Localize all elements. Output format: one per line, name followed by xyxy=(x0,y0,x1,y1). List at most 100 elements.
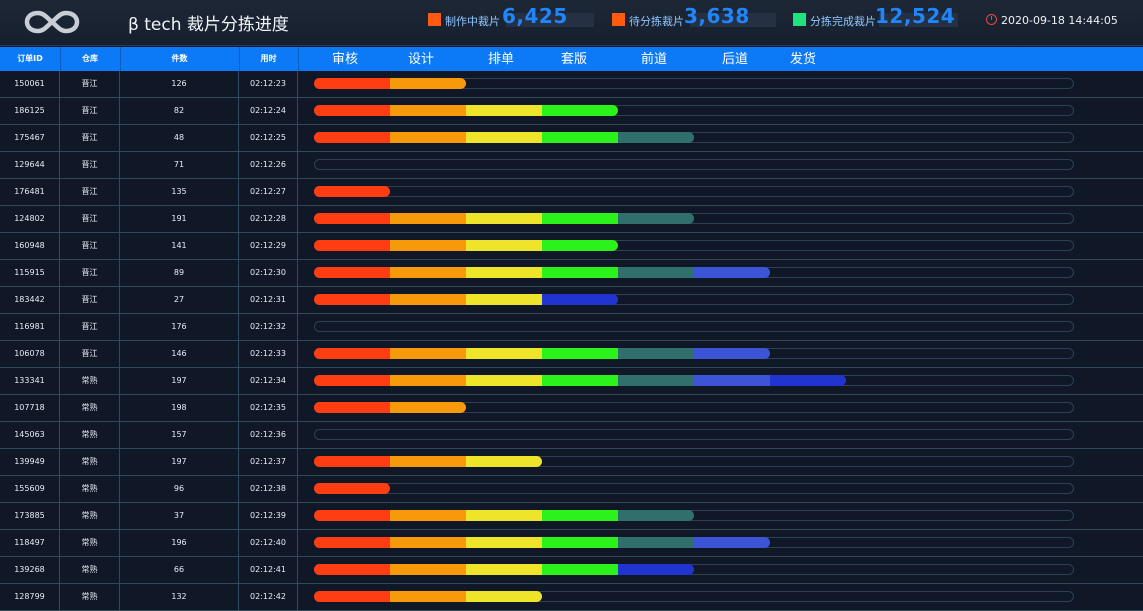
table-row[interactable]: 106078 晋江 146 02:12:33 xyxy=(0,341,1143,368)
table-row[interactable]: 129644 晋江 71 02:12:26 xyxy=(0,152,1143,179)
col-header-count[interactable]: 件数 xyxy=(120,47,240,71)
cell-warehouse: 晋江 xyxy=(60,98,120,124)
cell-time: 02:12:25 xyxy=(239,125,298,151)
cell-time: 02:12:33 xyxy=(239,341,298,367)
cell-time: 02:12:24 xyxy=(239,98,298,124)
progress-segment xyxy=(466,456,542,467)
table-row[interactable]: 107718 常熟 198 02:12:35 xyxy=(0,395,1143,422)
cell-warehouse: 常熟 xyxy=(60,395,120,421)
page-title: β tech 裁片分拣进度 xyxy=(128,15,289,35)
progress-segment xyxy=(390,537,466,548)
progress-segment xyxy=(542,213,618,224)
progress-segment xyxy=(542,510,618,521)
stat-track xyxy=(690,13,776,27)
cell-count: 89 xyxy=(120,260,239,286)
progress-bar-cell xyxy=(298,584,1143,610)
progress-bar-cell xyxy=(298,71,1143,97)
table-row[interactable]: 118497 常熟 196 02:12:40 xyxy=(0,530,1143,557)
progress-track xyxy=(314,483,1074,494)
cell-time: 02:12:29 xyxy=(239,233,298,259)
progress-segment xyxy=(618,564,694,575)
progress-segment xyxy=(694,267,770,278)
cell-time: 02:12:27 xyxy=(239,179,298,205)
cell-count: 71 xyxy=(120,152,239,178)
table-row[interactable]: 186125 晋江 82 02:12:24 xyxy=(0,98,1143,125)
progress-fill xyxy=(314,591,542,602)
cell-time: 02:12:30 xyxy=(239,260,298,286)
progress-segment xyxy=(542,105,618,116)
table-row[interactable]: 176481 晋江 135 02:12:27 xyxy=(0,179,1143,206)
progress-segment xyxy=(466,348,542,359)
progress-fill xyxy=(314,213,694,224)
progress-bar-cell xyxy=(298,233,1143,259)
table-row[interactable]: 175467 晋江 48 02:12:25 xyxy=(0,125,1143,152)
progress-bar-cell xyxy=(298,476,1143,502)
table-row[interactable]: 139949 常熟 197 02:12:37 xyxy=(0,449,1143,476)
progress-segment xyxy=(390,456,466,467)
stat-color-square xyxy=(793,13,806,26)
table-row[interactable]: 139268 常熟 66 02:12:41 xyxy=(0,557,1143,584)
cell-warehouse: 晋江 xyxy=(60,206,120,232)
table-row[interactable]: 115915 晋江 89 02:12:30 xyxy=(0,260,1143,287)
cell-order-id: 133341 xyxy=(0,368,60,394)
cell-order-id: 116981 xyxy=(0,314,60,340)
progress-fill xyxy=(314,78,466,89)
cell-order-id: 183442 xyxy=(0,287,60,313)
stat-track xyxy=(879,13,958,27)
cell-count: 141 xyxy=(120,233,239,259)
table-row[interactable]: 183442 晋江 27 02:12:31 xyxy=(0,287,1143,314)
cell-time: 02:12:31 xyxy=(239,287,298,313)
progress-segment xyxy=(390,564,466,575)
stat-color-square xyxy=(428,13,441,26)
table-row[interactable]: 124802 晋江 191 02:12:28 xyxy=(0,206,1143,233)
progress-segment xyxy=(390,267,466,278)
cell-warehouse: 常熟 xyxy=(60,530,120,556)
progress-bar-cell xyxy=(298,179,1143,205)
table-row[interactable]: 150061 晋江 126 02:12:23 xyxy=(0,71,1143,98)
progress-segment xyxy=(390,213,466,224)
cell-count: 176 xyxy=(120,314,239,340)
stage-header-front: 前道 xyxy=(641,52,668,67)
progress-segment xyxy=(542,348,618,359)
cell-time: 02:12:32 xyxy=(239,314,298,340)
cell-count: 191 xyxy=(120,206,239,232)
cell-time: 02:12:42 xyxy=(239,584,298,610)
cell-time: 02:12:41 xyxy=(239,557,298,583)
cell-warehouse: 晋江 xyxy=(60,125,120,151)
cell-time: 02:12:40 xyxy=(239,530,298,556)
cell-warehouse: 晋江 xyxy=(60,260,120,286)
table-row[interactable]: 173885 常熟 37 02:12:39 xyxy=(0,503,1143,530)
progress-segment xyxy=(694,537,770,548)
table-row[interactable]: 160948 晋江 141 02:12:29 xyxy=(0,233,1143,260)
progress-fill xyxy=(314,564,694,575)
cell-count: 126 xyxy=(120,71,239,97)
table-row[interactable]: 155609 常熟 96 02:12:38 xyxy=(0,476,1143,503)
cell-time: 02:12:38 xyxy=(239,476,298,502)
progress-segment xyxy=(542,240,618,251)
progress-segment xyxy=(314,240,390,251)
cell-order-id: 139268 xyxy=(0,557,60,583)
col-header-warehouse[interactable]: 仓库 xyxy=(60,47,121,71)
progress-segment xyxy=(314,375,390,386)
cell-order-id: 155609 xyxy=(0,476,60,502)
cell-order-id: 145063 xyxy=(0,422,60,448)
progress-segment xyxy=(542,294,618,305)
cell-warehouse: 晋江 xyxy=(60,287,120,313)
col-header-time[interactable]: 用时 xyxy=(239,47,299,71)
progress-segment xyxy=(314,294,390,305)
cell-order-id: 150061 xyxy=(0,71,60,97)
table-row[interactable]: 145063 常熟 157 02:12:36 xyxy=(0,422,1143,449)
table-row[interactable]: 133341 常熟 197 02:12:34 xyxy=(0,368,1143,395)
stat-pending-sort: 待分拣裁片 3,638 xyxy=(612,5,776,35)
progress-bar-cell xyxy=(298,152,1143,178)
progress-segment xyxy=(314,402,390,413)
progress-segment xyxy=(390,132,466,143)
progress-segment xyxy=(314,105,390,116)
progress-segment xyxy=(770,375,846,386)
progress-segment xyxy=(542,267,618,278)
table-row[interactable]: 116981 晋江 176 02:12:32 xyxy=(0,314,1143,341)
cell-count: 96 xyxy=(120,476,239,502)
cell-order-id: 176481 xyxy=(0,179,60,205)
col-header-order-id[interactable]: 订单ID xyxy=(0,47,61,71)
table-row[interactable]: 128799 常熟 132 02:12:42 xyxy=(0,584,1143,611)
